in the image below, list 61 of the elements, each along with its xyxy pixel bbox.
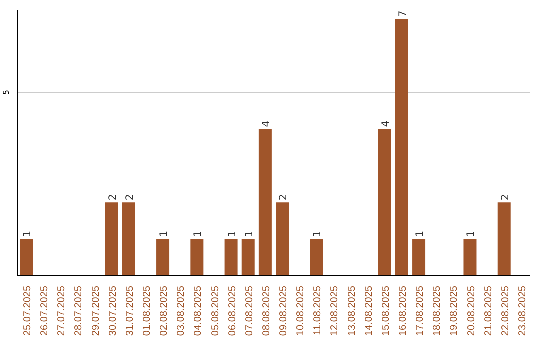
x-tick-label: 08.08.2025: [261, 286, 272, 336]
bar: [20, 239, 33, 276]
data-label: 7: [398, 10, 409, 18]
data-label: 1: [466, 230, 478, 238]
x-tick-label: 28.07.2025: [74, 286, 85, 336]
bar: [464, 239, 477, 276]
x-tick-label: 10.08.2025: [296, 286, 307, 336]
bar: [105, 202, 118, 276]
bar: [498, 202, 511, 276]
x-tick-label: 25.07.2025: [22, 286, 34, 336]
x-tick-label: 17.08.2025: [415, 286, 426, 336]
bar: [310, 239, 324, 276]
x-tick-label: 04.08.2025: [193, 286, 204, 336]
x-tick-label: 06.08.2025: [227, 286, 238, 336]
bar: [242, 239, 255, 276]
x-tick-label: 27.07.2025: [56, 286, 68, 336]
x-tick-label: 13.08.2025: [346, 286, 358, 336]
data-label: 2: [108, 194, 119, 201]
x-tick-label: 30.07.2025: [108, 286, 119, 336]
data-label: 4: [380, 120, 392, 128]
x-tick-label: 18.08.2025: [432, 286, 444, 336]
x-tick-label: 03.08.2025: [176, 286, 188, 336]
bar: [156, 239, 170, 276]
x-tick-label: 26.07.2025: [40, 286, 51, 336]
bar: [412, 239, 426, 276]
data-label: 2: [124, 194, 136, 201]
x-tick-label: 22.08.2025: [500, 286, 512, 336]
data-label: 1: [312, 230, 324, 238]
bar: [378, 129, 392, 276]
data-label: 1: [193, 230, 204, 238]
x-tick-label: 31.07.2025: [124, 286, 136, 336]
y-tick-label: 5: [2, 90, 11, 96]
data-label: 1: [227, 230, 238, 238]
x-tick-label: 01.08.2025: [142, 286, 153, 336]
x-tick-label: 05.08.2025: [210, 286, 222, 336]
bar: [276, 202, 289, 276]
bar: [258, 129, 272, 276]
x-tick-label: 09.08.2025: [278, 286, 290, 336]
data-label: 1: [159, 230, 170, 238]
data-label: 1: [22, 230, 34, 238]
x-tick-label: 07.08.2025: [244, 286, 256, 336]
bar: [395, 19, 408, 276]
bar: [190, 239, 204, 276]
x-tick-label: 29.07.2025: [90, 286, 102, 336]
data-label: 2: [500, 194, 512, 201]
bar: [224, 239, 238, 276]
data-label: 1: [244, 230, 256, 238]
x-tick-label: 23.08.2025: [517, 286, 528, 336]
x-tick-label: 12.08.2025: [330, 286, 341, 336]
x-tick-label: 21.08.2025: [483, 286, 494, 336]
bar: [122, 202, 136, 276]
x-tick-label: 16.08.2025: [398, 286, 409, 336]
x-tick-label: 15.08.2025: [380, 286, 392, 336]
x-tick-label: 11.08.2025: [312, 286, 324, 336]
data-label: 1: [415, 230, 426, 238]
x-tick-label: 02.08.2025: [159, 286, 170, 336]
x-tick-label: 19.08.2025: [449, 286, 460, 336]
data-label: 2: [278, 194, 290, 201]
x-tick-label: 14.08.2025: [364, 286, 375, 336]
data-label: 4: [261, 120, 272, 128]
x-tick-label: 20.08.2025: [466, 286, 478, 336]
